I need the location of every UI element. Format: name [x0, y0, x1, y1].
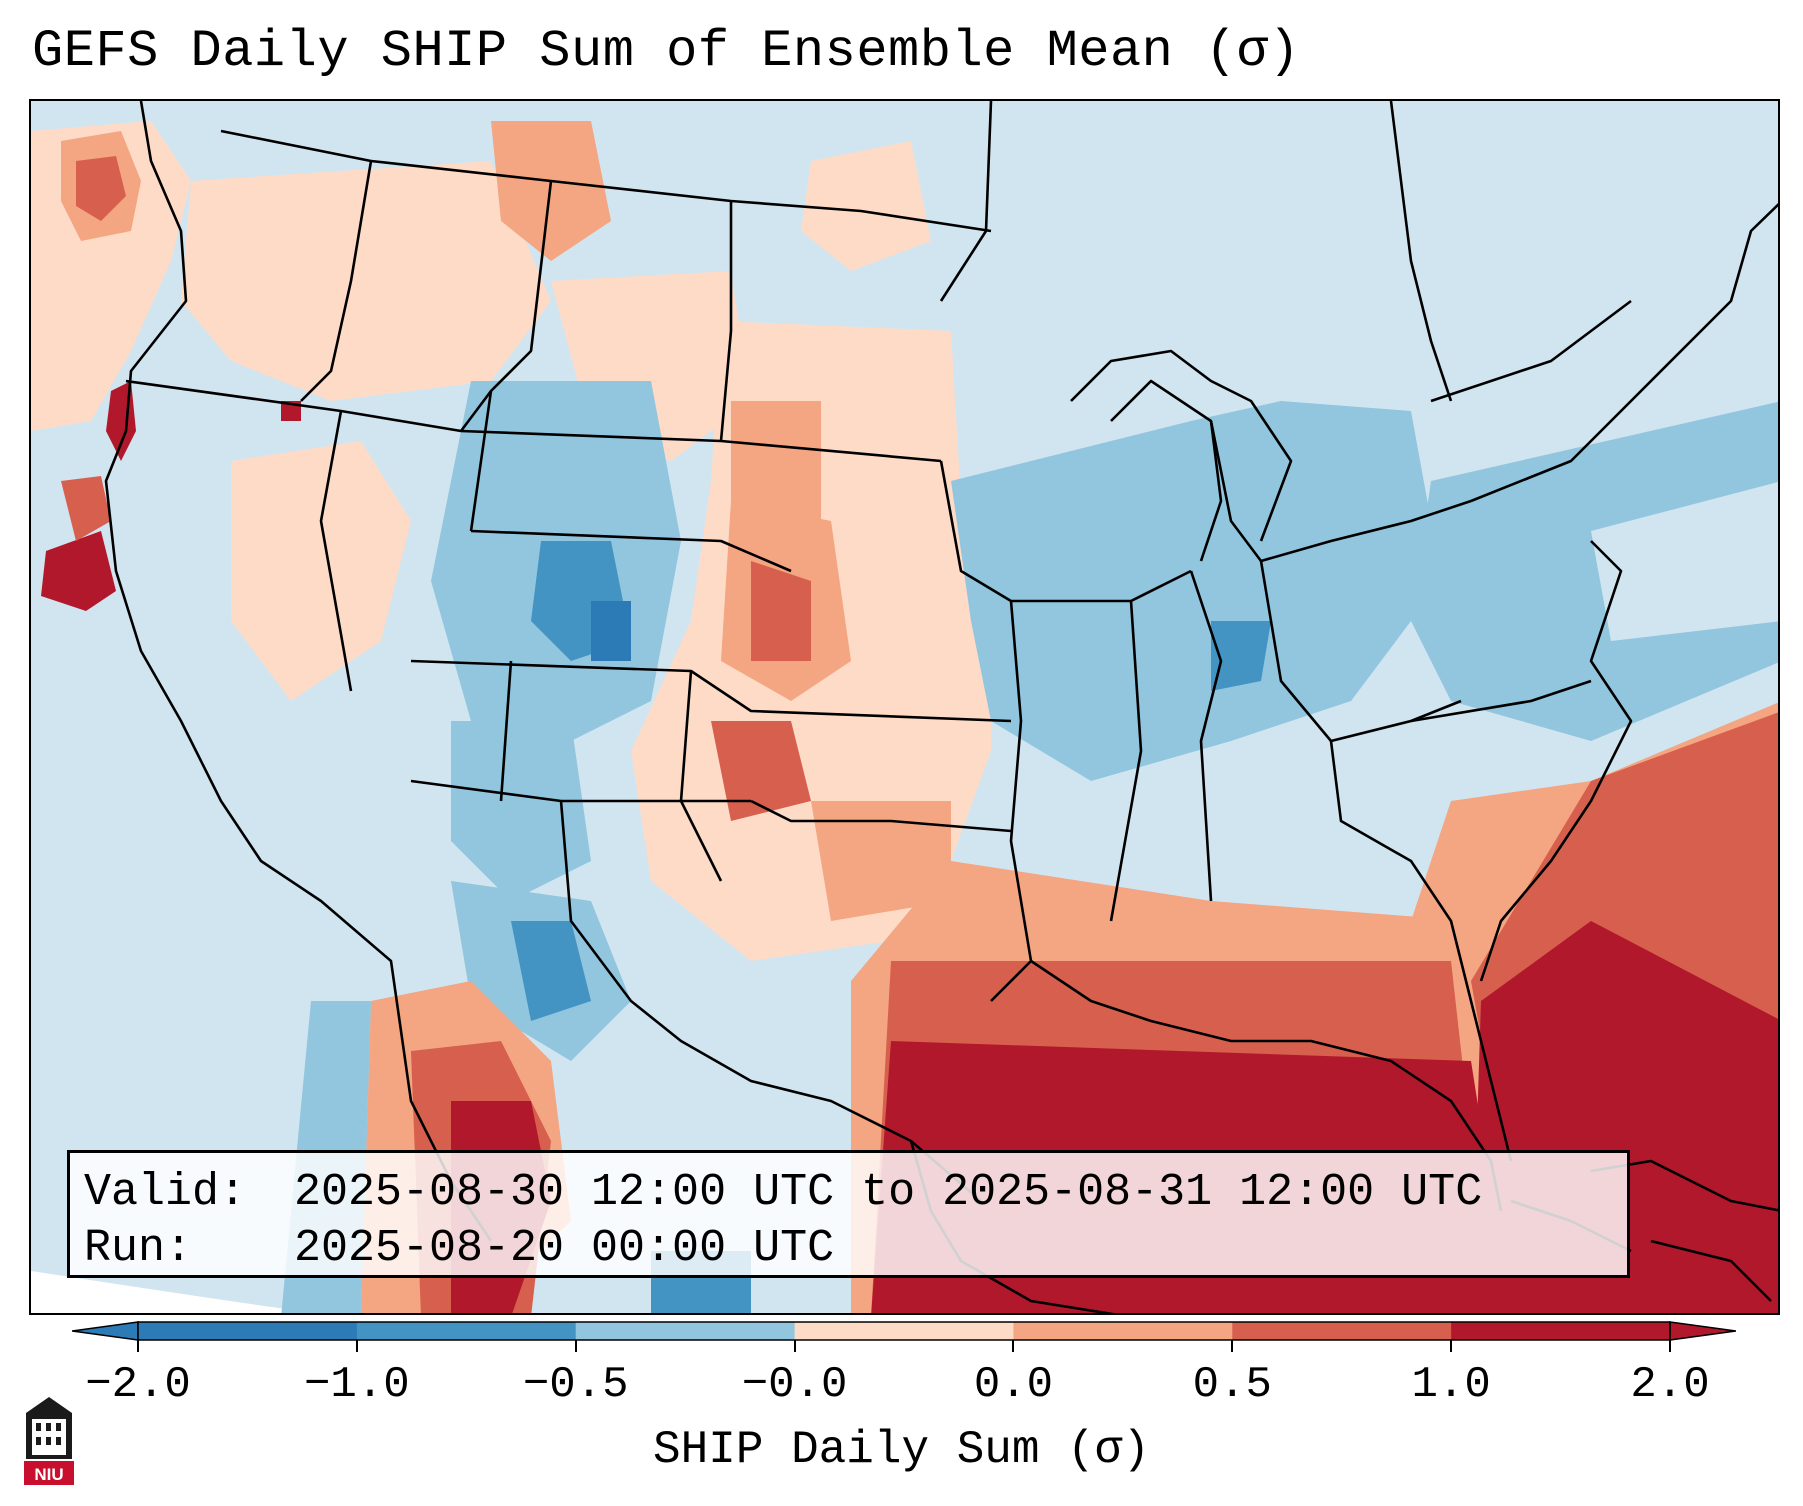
colorbar-tick-label: 1.0 — [1412, 1360, 1491, 1410]
colorbar-tick — [1669, 1340, 1671, 1352]
valid-value: 2025-08-30 12:00 UTC to 2025-08-31 12:00… — [294, 1167, 1482, 1218]
colorbar-tick — [1012, 1340, 1014, 1352]
colorbar-segment — [795, 1322, 1014, 1340]
colorbar-extend-high — [1670, 1322, 1736, 1340]
colorbar — [72, 1321, 1736, 1341]
colorbar-tick-label: 2.0 — [1630, 1360, 1709, 1410]
colorbar-segment — [1451, 1322, 1670, 1340]
colorbar-tick — [1450, 1340, 1452, 1352]
colorbar-tick-label: 0.0 — [974, 1360, 1053, 1410]
colorbar-tick-label: 0.5 — [1193, 1360, 1272, 1410]
run-label: Run: — [84, 1221, 294, 1277]
colorbar-tick — [794, 1340, 796, 1352]
colorbar-segment — [1232, 1322, 1451, 1340]
map-graphic — [31, 101, 1780, 1315]
colorbar-tick — [575, 1340, 577, 1352]
colorbar-label: SHIP Daily Sum (σ) — [0, 1424, 1803, 1476]
valid-label: Valid: — [84, 1165, 294, 1221]
valid-run-info-box: Valid: 2025-08-30 12:00 UTC to 2025-08-31… — [67, 1150, 1630, 1278]
colorbar-tick-label: −2.0 — [85, 1360, 191, 1410]
run-value: 2025-08-20 00:00 UTC — [294, 1223, 834, 1274]
colorbar-tick-label: −1.0 — [304, 1360, 410, 1410]
niu-logo: NIU — [20, 1393, 78, 1489]
colorbar-segment — [1013, 1322, 1232, 1340]
colorbar-tick-label: −0.0 — [742, 1360, 848, 1410]
colorbar-extend-low — [72, 1322, 138, 1340]
colorbar-tick — [137, 1340, 139, 1352]
chart-title: GEFS Daily SHIP Sum of Ensemble Mean (σ) — [32, 22, 1300, 81]
colorbar-tick-label: −0.5 — [523, 1360, 629, 1410]
map-panel — [29, 99, 1780, 1315]
colorbar-segment — [357, 1322, 576, 1340]
colorbar-tick — [356, 1340, 358, 1352]
colorbar-segment — [576, 1322, 795, 1340]
colorbar-tick — [1231, 1340, 1233, 1352]
niu-logo-text: NIU — [34, 1465, 63, 1484]
colorbar-segment — [138, 1322, 357, 1340]
